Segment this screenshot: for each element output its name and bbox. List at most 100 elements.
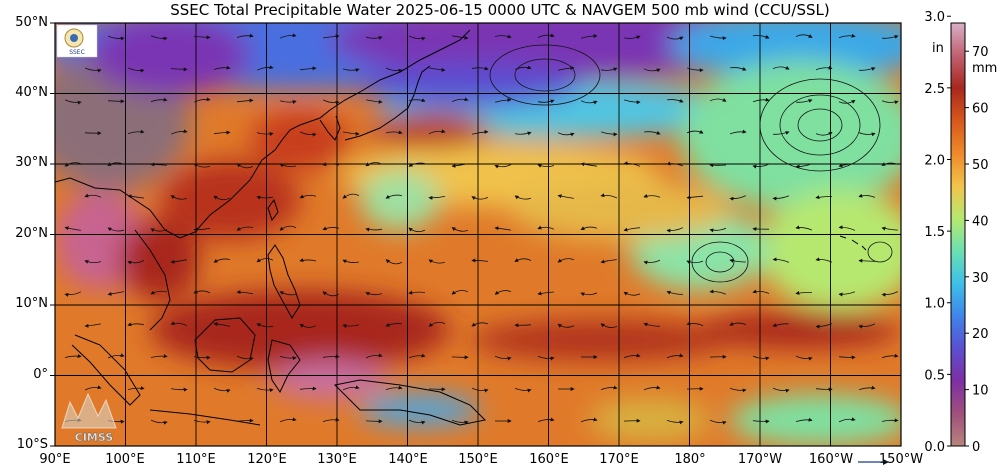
wind-arrow <box>686 321 704 327</box>
wind-arrow <box>795 290 813 295</box>
wind-arrow <box>537 417 555 423</box>
wind-arrow <box>299 131 317 137</box>
lat-label: 50°N <box>15 15 48 30</box>
wind-arrow <box>451 227 469 232</box>
wind-arrow <box>773 131 790 135</box>
wind-arrow <box>299 66 317 71</box>
wind-arrow <box>730 66 747 71</box>
lat-label: 0° <box>33 367 48 382</box>
wind-arrow <box>193 289 211 294</box>
lon-label: 160°E <box>529 452 569 467</box>
wind-arrow <box>881 353 899 358</box>
wind-arrow <box>236 418 254 423</box>
wind-arrow <box>342 259 359 264</box>
wind-arrow <box>107 353 125 359</box>
wind-arrow <box>729 258 746 263</box>
wind-arrow <box>213 258 231 263</box>
wind-arrow <box>150 354 168 359</box>
wind-arrow <box>666 36 684 41</box>
wind-arrow <box>795 225 813 231</box>
wind-arrow <box>213 387 231 393</box>
wind-arrow <box>84 193 102 198</box>
wind-arrow <box>279 356 297 361</box>
wind-arrow <box>64 162 82 167</box>
lat-label: 10°S <box>16 437 48 452</box>
wind-arrow <box>299 194 317 199</box>
wind-arrow <box>127 260 145 265</box>
wind-arrow <box>150 228 168 233</box>
wind-arrow <box>428 321 446 327</box>
wind-arrow <box>279 417 297 423</box>
wind-arrow <box>408 98 426 103</box>
wind-arrow <box>213 321 231 327</box>
wind-arrow <box>365 292 383 296</box>
wind-arrow <box>84 67 102 73</box>
wind-arrow <box>256 388 274 393</box>
wind-arrow <box>838 417 856 423</box>
lon-label: 120°E <box>247 452 287 467</box>
wind-arrow <box>365 227 383 232</box>
wind-arrow <box>557 194 574 199</box>
lat-label: 20°N <box>15 226 48 241</box>
wind-arrow <box>580 33 598 39</box>
ssec-logo: SSEC <box>56 24 98 58</box>
wind-arrow <box>385 385 403 391</box>
wind-arrow <box>752 97 770 103</box>
wind-arrow <box>193 35 211 40</box>
indochina-coast <box>134 229 171 331</box>
in-tick-label: 3.0 <box>924 10 945 25</box>
wind-arrow <box>451 163 468 168</box>
wind-arrow <box>838 355 856 360</box>
mm-tick-label: 70 <box>972 45 989 60</box>
wind-arrow <box>557 258 575 263</box>
wind-arrow <box>107 35 125 41</box>
wind-arrow <box>729 321 747 326</box>
cimss-logo-text: CIMSS <box>75 431 114 444</box>
wind-arrow <box>537 99 555 104</box>
in-tick-label: 0.5 <box>924 368 945 383</box>
wind-arrow <box>881 291 899 297</box>
wind-arrow <box>557 65 575 71</box>
korea-coast <box>319 115 341 141</box>
wind-arrow <box>623 227 640 232</box>
wind-arrow <box>772 323 789 327</box>
wind-streamlines <box>64 33 899 425</box>
wind-arrow <box>858 323 876 329</box>
axis-ticks <box>50 22 55 447</box>
wind-arrow <box>428 195 446 200</box>
wind-arrow <box>666 353 684 359</box>
wind-arrow <box>84 323 101 328</box>
wind-arrow <box>580 226 598 231</box>
wind-arrow <box>643 259 661 265</box>
wind-arrow <box>858 132 876 137</box>
wind-arrow <box>213 195 231 201</box>
wind-arrow <box>256 65 274 71</box>
wind-arrow <box>322 162 340 166</box>
lat-label: 30°N <box>15 155 48 170</box>
wind-arrow <box>365 36 383 40</box>
wind-arrow <box>752 289 770 294</box>
wind-arrow <box>624 35 641 40</box>
lon-label: 150°E <box>458 452 498 467</box>
wind-arrow <box>514 387 532 393</box>
lon-label: 130°E <box>317 452 357 467</box>
wind-arrow <box>322 354 340 359</box>
wind-arrow <box>322 291 340 297</box>
wind-arrow <box>84 260 102 264</box>
taiwan-coast <box>267 198 279 222</box>
wind-arrow <box>365 353 383 359</box>
lon-label: 90°E <box>39 452 71 467</box>
wind-arrow <box>408 353 426 359</box>
wind-arrow <box>686 129 704 134</box>
mm-tick-label: 60 <box>972 102 989 117</box>
wind-arrow <box>752 163 770 169</box>
lat-label: 10°N <box>15 296 48 311</box>
wind-arrow <box>686 260 704 265</box>
lon-label: 110°E <box>176 452 216 467</box>
wind-arrow <box>236 355 254 361</box>
mm-ticks: 0 10 20 30 40 50 60 70 <box>965 45 989 455</box>
wind-arrow <box>299 386 317 391</box>
wind-arrow <box>643 193 661 198</box>
wind-arrow <box>600 259 617 264</box>
